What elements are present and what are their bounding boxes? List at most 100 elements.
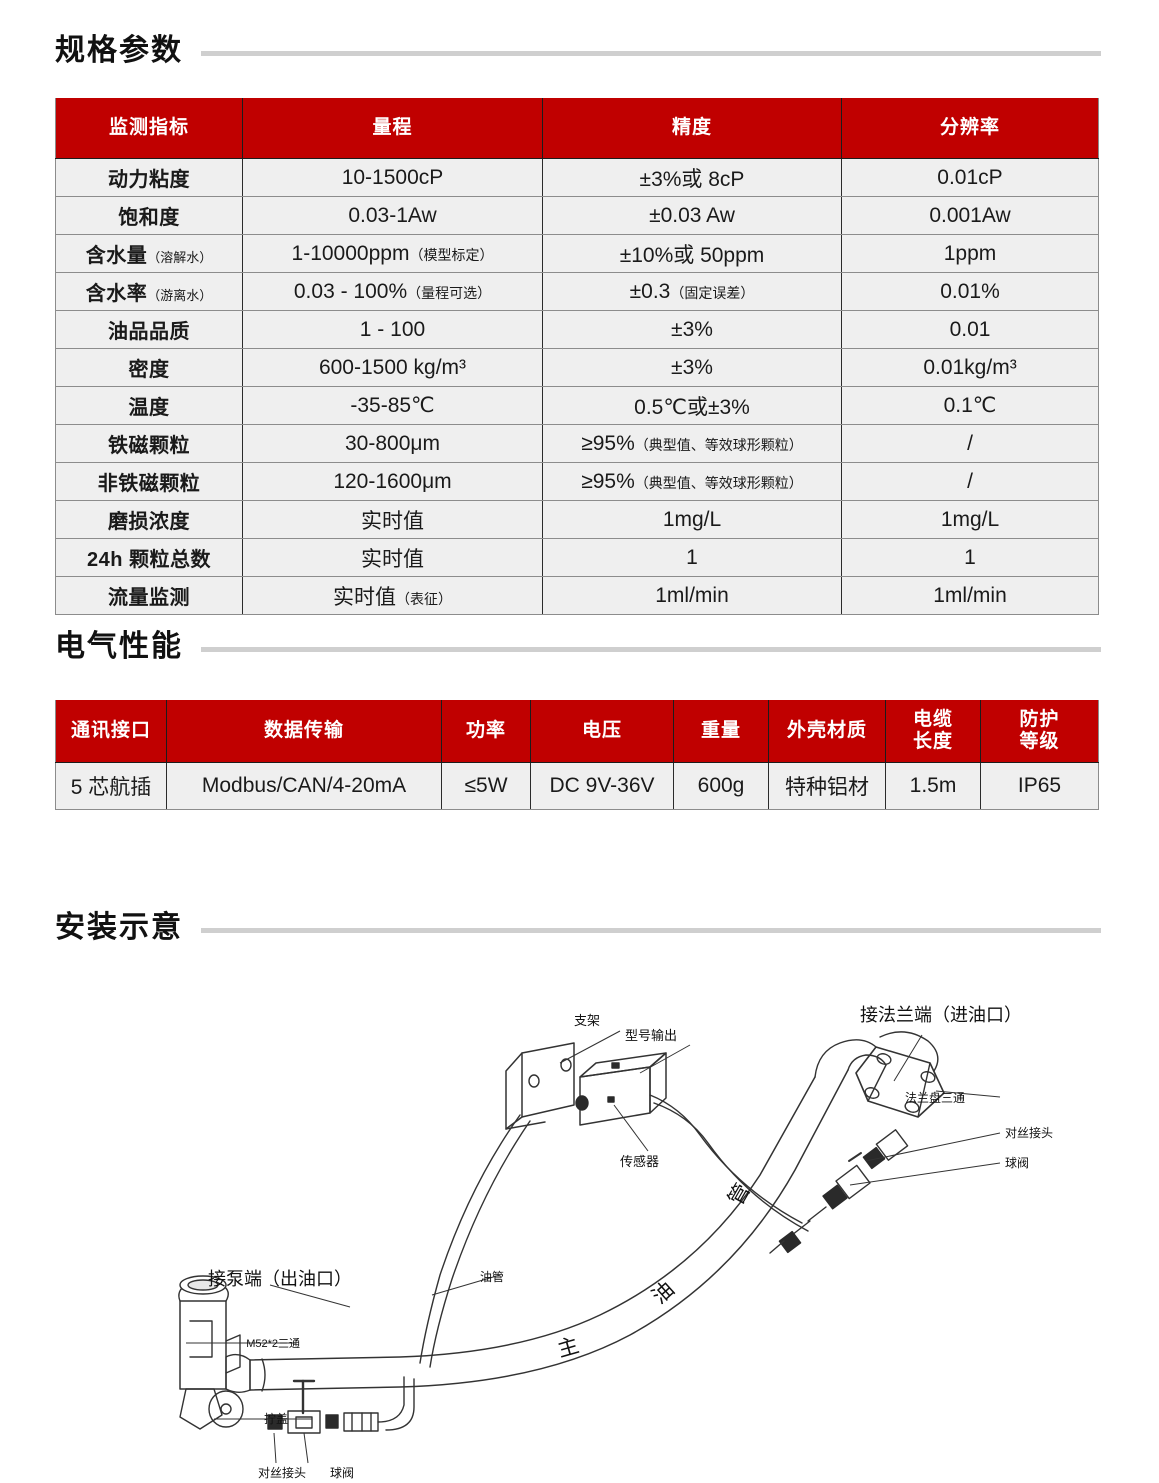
pump-port-opening-inner xyxy=(187,1279,219,1291)
cell-accuracy: 1 xyxy=(542,538,842,577)
cell-resolution: 0.01cP xyxy=(841,158,1099,197)
cell-range-note: （模型标定） xyxy=(409,246,494,263)
hose-right-outer xyxy=(649,1094,803,1224)
cell-range: 120-1600μm xyxy=(242,462,543,501)
column-header-accuracy: 精度 xyxy=(542,98,842,159)
cell-resolution-value: 0.01 xyxy=(949,317,991,341)
cell-range-value: -35-85℃ xyxy=(350,394,435,417)
cell-elec-4: 600g xyxy=(673,762,769,810)
cell-metric-value: 流量监测 xyxy=(108,587,190,609)
cell-resolution-value: / xyxy=(967,469,973,493)
column-header-resolution: 分辨率 xyxy=(841,98,1099,159)
cell-accuracy-value: ±3% xyxy=(671,355,713,379)
cell-resolution: 1ppm xyxy=(841,234,1099,273)
heading-rule xyxy=(201,927,1101,933)
cell-metric-value: 磨损浓度 xyxy=(108,511,190,533)
label-m52-tee: M52*2三通 xyxy=(246,1337,300,1350)
cell-metric-value: 温度 xyxy=(128,397,170,419)
cell-metric: 动力粘度 xyxy=(55,158,243,197)
cell-accuracy-value: ≥95% xyxy=(581,469,635,493)
pipe-to-tee xyxy=(225,1353,251,1393)
right-branch-lower-2 xyxy=(769,1240,785,1254)
cell-metric: 含水率（游离水） xyxy=(55,272,243,311)
cap-body xyxy=(179,1388,223,1430)
column-header-line1: 数据传输 xyxy=(263,720,344,742)
right-fitting xyxy=(875,1129,909,1161)
cell-elec-7: IP65 xyxy=(980,762,1099,810)
pipe-elbow-inner xyxy=(847,1054,887,1071)
cell-accuracy-value: ±3%或 8cP xyxy=(639,167,745,191)
table-row: 含水量（溶解水） 1-10000ppm（模型标定） ±10%或 50ppm 1ppm xyxy=(55,234,1099,273)
leader-flange-tee xyxy=(935,1090,1001,1098)
table-row: 5 芯航插 Modbus/CAN/4-20mA ≤5W DC 9V-36V 600g 特种… xyxy=(55,762,1099,810)
cell-metric-value: 24h 颗粒总数 xyxy=(86,549,212,571)
column-header-line1: 防护 xyxy=(1019,709,1060,731)
cell-resolution-value: 0.01kg/m³ xyxy=(923,355,1017,379)
cell-metric-note: （游离水） xyxy=(147,288,213,303)
cell-range-value: 实时值 xyxy=(333,585,396,609)
table-row: 流量监测 实时值（表征） 1ml/min 1ml/min xyxy=(55,576,1099,615)
table-row: 非铁磁颗粒 120-1600μm ≥95%（典型值、等效球形颗粒） / xyxy=(55,462,1099,501)
cell-accuracy-value: ±3% xyxy=(671,317,713,341)
cell-accuracy-value: 0.5℃或±3% xyxy=(634,395,750,419)
hose-right-inner xyxy=(653,1102,809,1232)
cell-elec-0: 5 芯航插 xyxy=(55,762,167,810)
column-header-6: 电缆 长度 xyxy=(885,700,981,763)
cell-accuracy-value: 1ml/min xyxy=(655,583,729,607)
column-header-line1: 外壳材质 xyxy=(786,720,867,742)
cell-elec-3: DC 9V-36V xyxy=(530,762,674,810)
cell-range-value: 1-10000ppm xyxy=(291,241,410,265)
section-title-electrical: 电气性能 xyxy=(55,630,183,663)
leader-ball-valve-bottom xyxy=(303,1432,309,1464)
label-main-pipe-char-2: 管 xyxy=(724,1180,754,1210)
tee-nut xyxy=(225,1334,241,1374)
cell-accuracy-value: ±0.3 xyxy=(629,279,671,303)
hose-left-inner xyxy=(429,1120,531,1368)
table-row: 磨损浓度 实时值 1mg/L 1mg/L xyxy=(55,500,1099,539)
table-row: 24h 颗粒总数 实时值 1 1 xyxy=(55,538,1099,577)
label-main-pipe-char-1: 油 xyxy=(648,1278,679,1309)
flange-tee-edge-2 xyxy=(917,1062,931,1118)
main-pipe-outer-top xyxy=(249,1076,816,1361)
cell-accuracy: 0.5℃或±3% xyxy=(542,386,842,425)
right-branch-stem xyxy=(807,1206,827,1222)
cell-metric: 温度 xyxy=(55,386,243,425)
flange-bolt-1 xyxy=(876,1053,892,1065)
cell-accuracy: ≥95%（典型值、等效球形颗粒） xyxy=(542,462,842,501)
label-union-right: 对丝接头 xyxy=(1005,1125,1053,1140)
m52-tee-inner-shape xyxy=(189,1320,213,1358)
cell-metric-value: 非铁磁颗粒 xyxy=(97,473,201,495)
right-branch-lower xyxy=(791,1220,811,1236)
flange-tee-edge-1 xyxy=(867,1064,887,1102)
flange-bolt-3 xyxy=(864,1087,880,1099)
cell-accuracy-value: ≥95% xyxy=(581,431,635,455)
cell-accuracy: ±0.03 Aw xyxy=(542,196,842,235)
cell-accuracy: 1ml/min xyxy=(542,576,842,615)
cell-metric: 油品品质 xyxy=(55,310,243,349)
cell-range-note: （量程可选） xyxy=(407,284,492,301)
cell-range: 实时值 xyxy=(242,538,543,577)
cell-range-value: 120-1600μm xyxy=(333,469,452,493)
flange-collar xyxy=(879,1031,939,1072)
section-header-spec: 规格参数 xyxy=(55,36,1101,66)
column-header-line1: 通讯接口 xyxy=(70,720,151,742)
label-bracket: 支架 xyxy=(574,1013,600,1028)
bracket-hole-2 xyxy=(560,1058,572,1072)
cell-metric: 流量监测 xyxy=(55,576,243,615)
cell-accuracy: 1mg/L xyxy=(542,500,842,539)
label-ball-valve-right: 球阀 xyxy=(1005,1156,1029,1170)
cell-range-value: 600-1500 kg/m³ xyxy=(318,355,467,379)
cell-metric-value: 密度 xyxy=(128,359,170,381)
cell-accuracy: ±3%或 8cP xyxy=(542,158,842,197)
cell-resolution: 0.1℃ xyxy=(841,386,1099,425)
cell-range-value: 1 - 100 xyxy=(359,317,426,341)
cell-range: 0.03-1Aw xyxy=(242,196,543,235)
table-header-row: 监测指标 量程 精度 分辨率 xyxy=(55,98,1099,159)
cell-resolution: 1ml/min xyxy=(841,576,1099,615)
cell-accuracy: ±0.3（固定误差） xyxy=(542,272,842,311)
cell-resolution: / xyxy=(841,424,1099,463)
table-row: 铁磁颗粒 30-800μm ≥95%（典型值、等效球形颗粒） / xyxy=(55,424,1099,463)
cell-range: 10-1500cP xyxy=(242,158,543,197)
column-header-5: 外壳材质 xyxy=(768,700,886,763)
sensor-box-side xyxy=(649,1052,667,1114)
